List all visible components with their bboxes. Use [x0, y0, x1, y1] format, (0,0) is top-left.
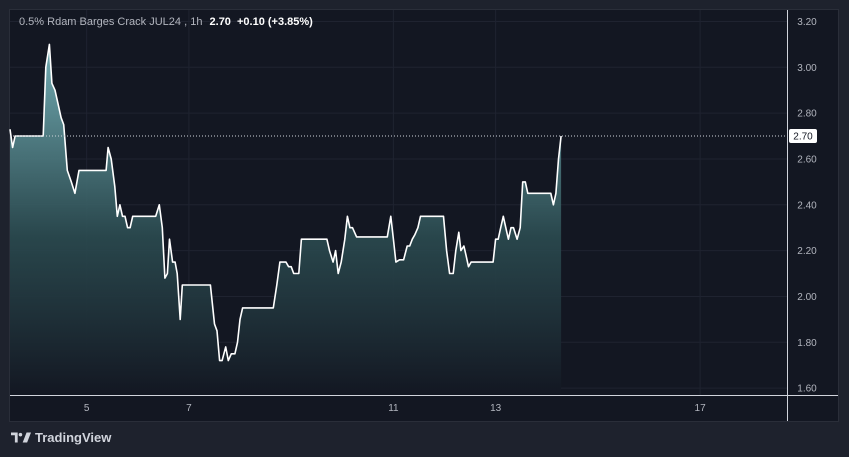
change-value: +0.10 (+3.85%)	[237, 16, 313, 28]
y-tick-label: 2.40	[797, 200, 817, 211]
interval-label: 1h	[190, 16, 203, 28]
chart-axes: 3.20 3.00 2.80 2.60 2.40 2.20 2.00 1.80 1.60 5 7 11…	[10, 10, 838, 421]
last-price-tag: 2.70	[789, 129, 817, 144]
last-price-tag-text: 2.70	[793, 132, 813, 143]
price-area	[10, 44, 562, 396]
symbol-name: 0.5% Rdam Barges Crack JUL24	[19, 16, 182, 28]
x-tick-label: 13	[490, 403, 502, 414]
chart-legend: 0.5% Rdam Barges Crack JUL24 , 1h 2.70 +…	[19, 16, 313, 28]
brand-name: TradingView	[35, 430, 112, 445]
x-tick-label: 11	[388, 403, 399, 414]
y-tick-label: 2.80	[797, 109, 817, 120]
last-value: 2.70	[209, 16, 231, 28]
y-tick-label: 1.60	[797, 384, 817, 395]
y-tick-label: 1.80	[797, 338, 817, 349]
last-price-tag-bg	[789, 129, 817, 144]
price-line	[9, 43, 562, 362]
tradingview-branding[interactable]: TradingView	[11, 430, 111, 445]
y-tick-label: 2.00	[797, 292, 817, 303]
x-tick-label: 5	[84, 403, 90, 414]
x-tick-label: 7	[186, 403, 192, 414]
x-tick-label: 17	[695, 403, 707, 414]
y-tick-label: 3.20	[797, 17, 817, 28]
y-tick-label: 2.20	[797, 246, 817, 257]
y-tick-label: 3.00	[797, 63, 817, 74]
tradingview-logo-icon	[11, 431, 31, 442]
legend-separator: ,	[184, 16, 188, 28]
y-tick-label: 2.60	[797, 154, 817, 165]
